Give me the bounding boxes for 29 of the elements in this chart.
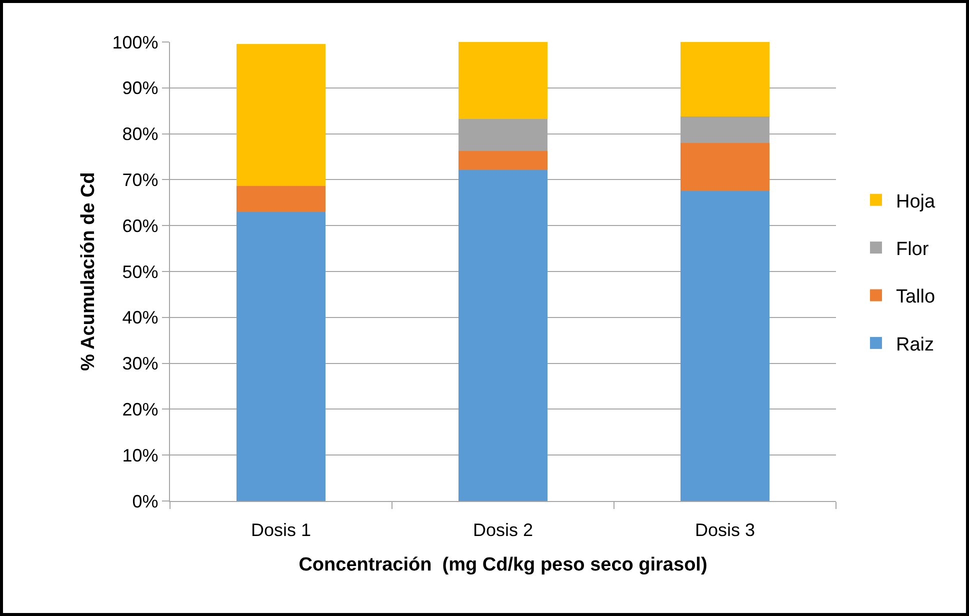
legend-label: Raiz	[896, 334, 934, 356]
bar	[236, 212, 326, 501]
y-tick-label: 40%	[122, 308, 158, 328]
y-tick-label: 20%	[122, 400, 158, 420]
y-tick-label: 30%	[122, 354, 158, 374]
y-tick-label: 80%	[122, 124, 158, 144]
bar	[680, 142, 770, 192]
bar	[458, 42, 548, 120]
x-tick-label: Dosis 2	[472, 520, 534, 540]
legend-label: Flor	[896, 238, 930, 260]
bar	[236, 44, 326, 186]
y-tick-label: 70%	[122, 170, 158, 190]
bar	[458, 170, 548, 501]
y-tick-label: 0%	[132, 491, 158, 512]
y-tick-label: 50%	[122, 262, 158, 282]
x-axis-title: Concentración (mg Cd/kg peso seco girasol)	[298, 554, 708, 576]
bar	[680, 191, 770, 501]
y-tick-label: 60%	[122, 216, 158, 236]
bar	[680, 42, 770, 116]
bar	[458, 151, 548, 170]
y-axis-title: % Acumulación de Cd	[78, 172, 100, 371]
x-tick-label: Dosis 3	[694, 520, 756, 540]
legend-label: Hoja	[896, 191, 936, 212]
x-tick-label: Dosis 1	[250, 520, 312, 540]
bar	[236, 186, 326, 212]
y-tick-label: 90%	[122, 78, 158, 98]
legend-label: Tallo	[896, 286, 936, 308]
y-tick-label: 10%	[122, 445, 158, 466]
y-tick-label: 100%	[112, 32, 158, 52]
